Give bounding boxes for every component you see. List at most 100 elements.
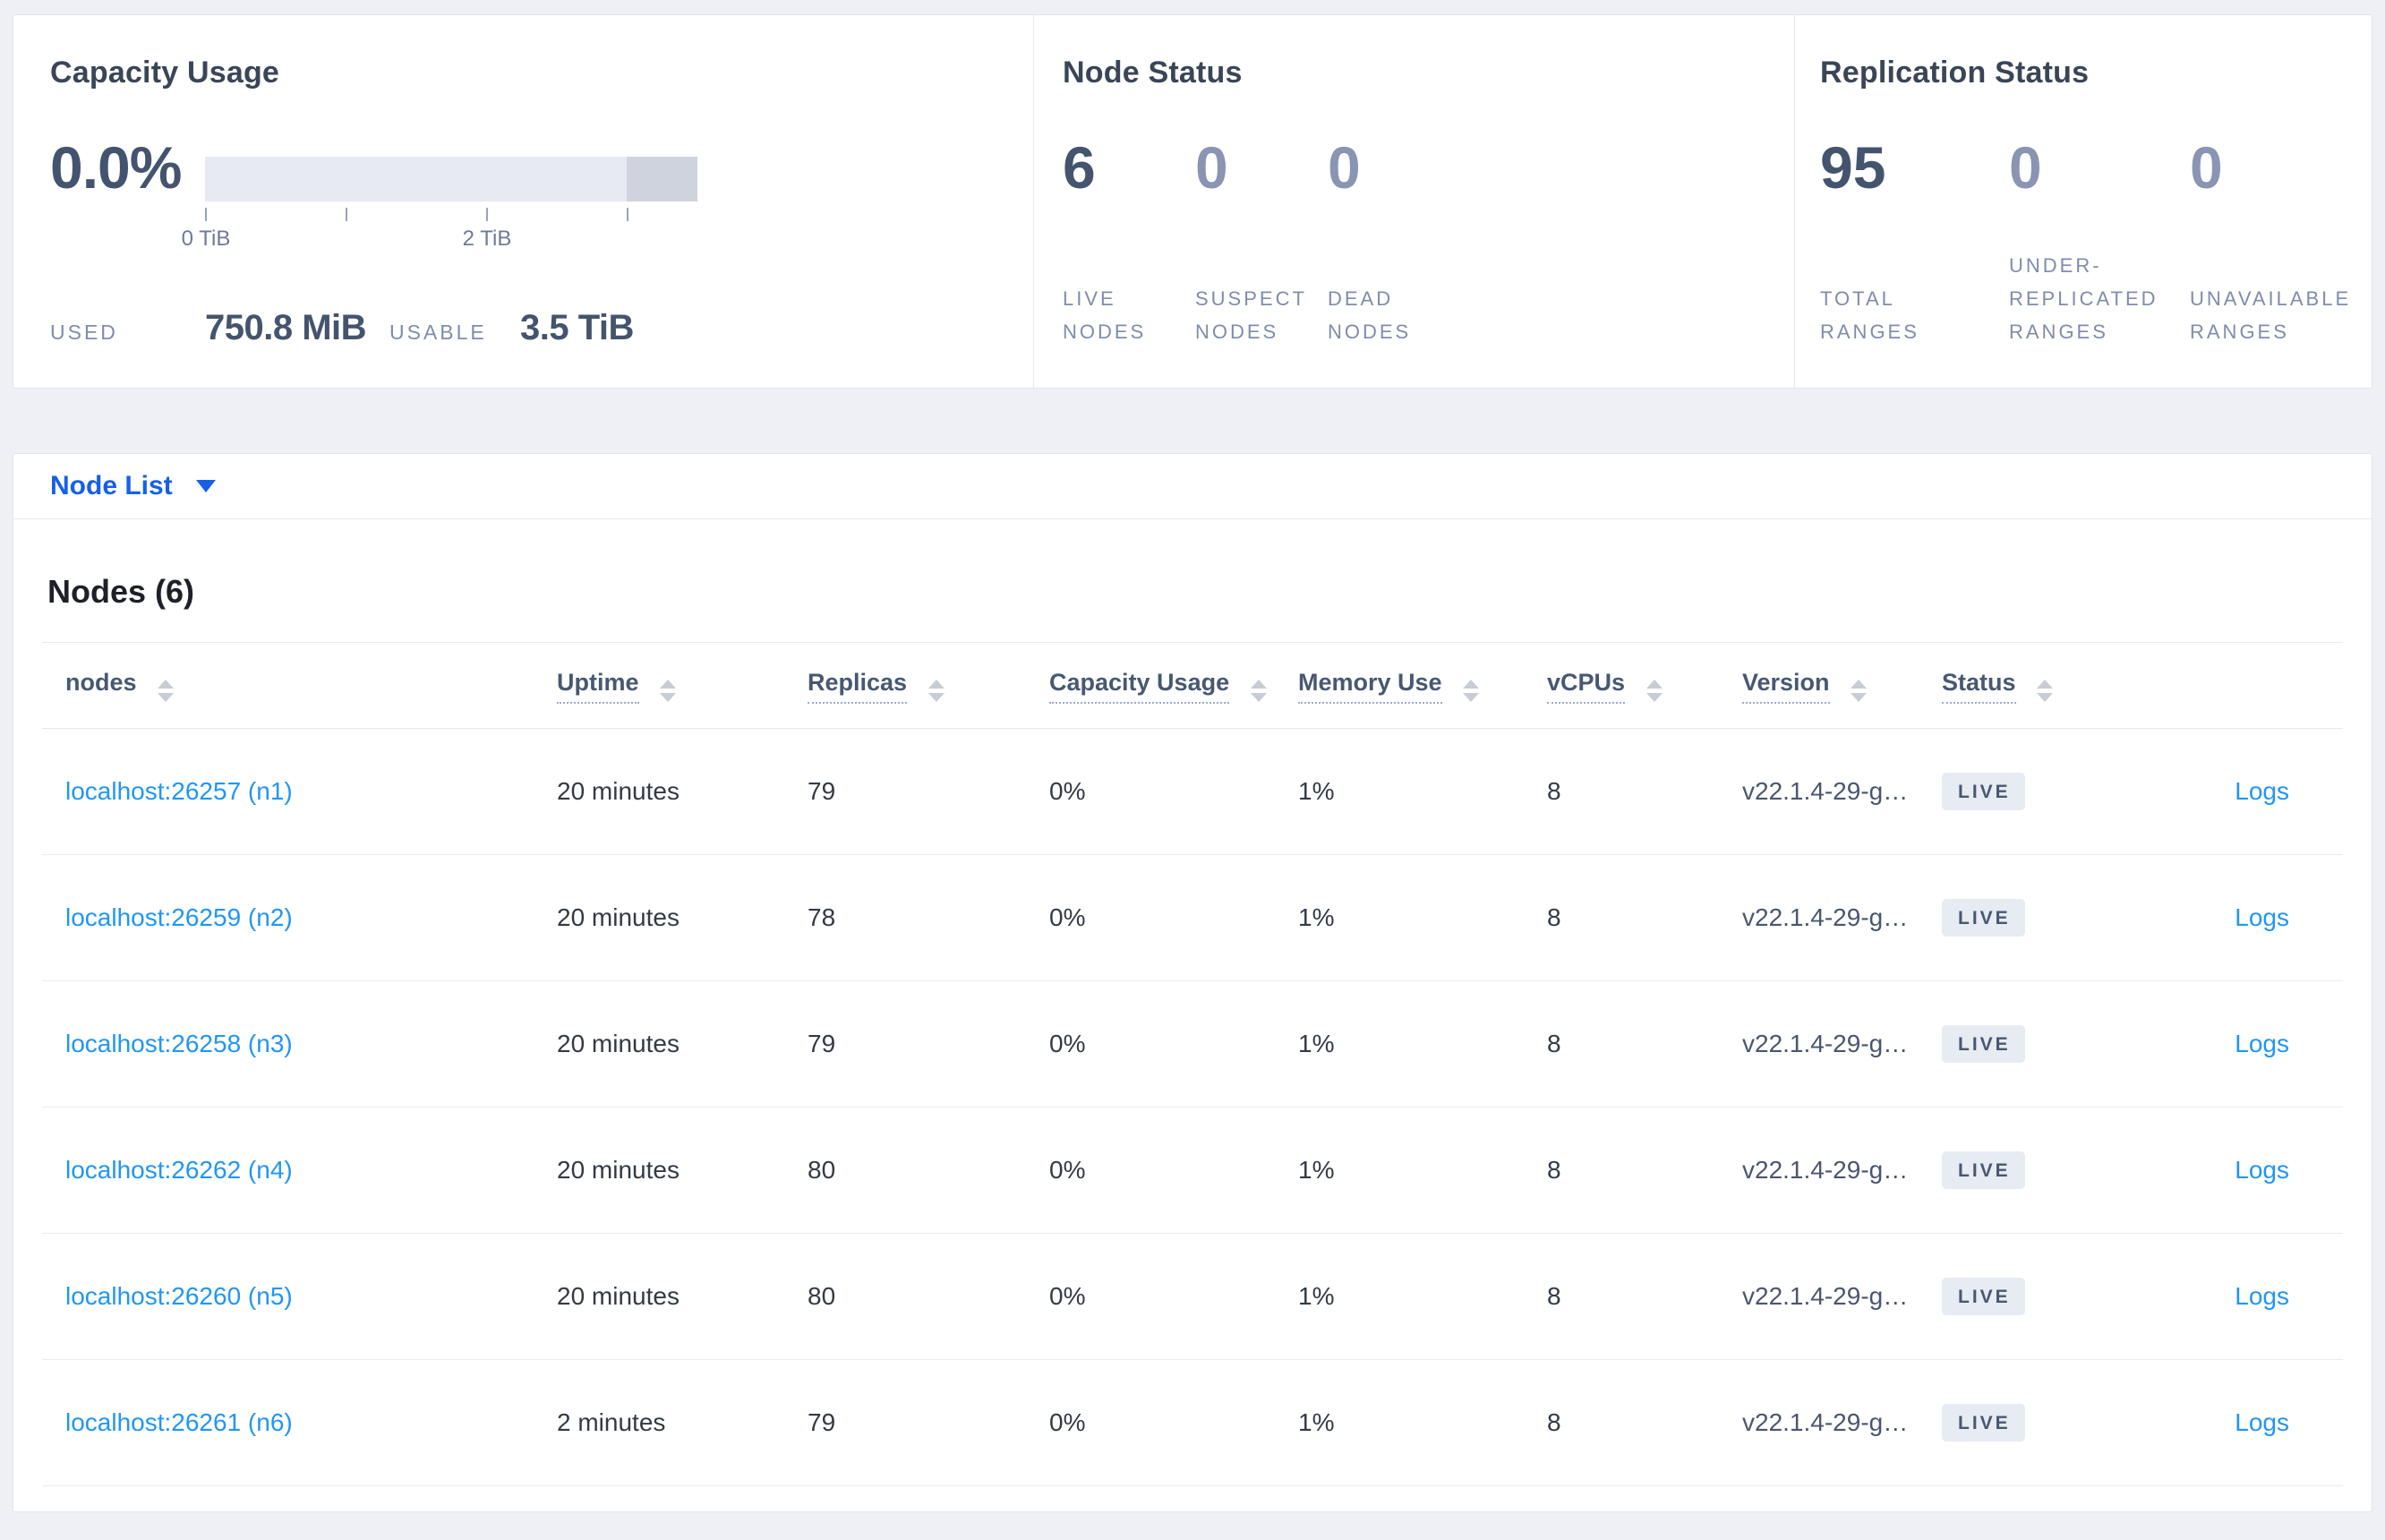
node-list-card: Node List Nodes (6) nodes Uptime: [13, 453, 2372, 1512]
column-header-uptime[interactable]: Uptime: [557, 642, 808, 729]
logs-link[interactable]: Logs: [2235, 1030, 2289, 1057]
column-header-version[interactable]: Version: [1742, 642, 1942, 729]
column-label: Uptime: [557, 669, 639, 704]
usable-label: USABLE: [389, 321, 487, 344]
memory-use-cell: 1%: [1298, 980, 1547, 1108]
column-header-vcpus[interactable]: vCPUs: [1547, 642, 1742, 729]
column-header-capacity-usage[interactable]: Capacity Usage: [1049, 642, 1298, 729]
node-status-values: 6 0 0: [1063, 134, 1794, 201]
replication-status-values: 95 0 0: [1820, 134, 2372, 201]
column-label: vCPUs: [1547, 669, 1626, 704]
capacity-bar-dark-segment: [627, 157, 697, 201]
node-address-cell: localhost:26257 (n1): [42, 728, 557, 855]
status-badge: LIVE: [1942, 1025, 2025, 1063]
logs-link[interactable]: Logs: [2235, 1156, 2289, 1184]
version-cell: v22.1.4-29-g…: [1742, 854, 1942, 981]
logs-link[interactable]: Logs: [2235, 1408, 2289, 1436]
sort-icon: [1463, 680, 1480, 702]
logs-cell: Logs: [2167, 1107, 2343, 1234]
suspect-nodes-label: SUSPECT NODES: [1195, 287, 1307, 343]
column-label: Version: [1742, 669, 1830, 704]
sort-icon: [1250, 680, 1267, 702]
status-badge: LIVE: [1942, 773, 2025, 810]
uptime-cell: 20 minutes: [557, 854, 808, 981]
node-address-cell: localhost:26261 (n6): [42, 1359, 557, 1486]
replication-status-labels: TOTAL RANGES UNDER- REPLICATED RANGES UN…: [1820, 249, 2372, 348]
memory-use-cell: 1%: [1298, 728, 1547, 855]
capacity-usage-cell: 0%: [1049, 1107, 1298, 1234]
axis-tick-label: 0 TiB: [181, 227, 231, 251]
view-selector-bar: Node List: [13, 454, 2372, 519]
node-link[interactable]: localhost:26259 (n2): [65, 903, 293, 931]
status-badge: LIVE: [1942, 899, 2025, 937]
axis-tick-label: 2 TiB: [462, 227, 512, 251]
column-header-memory-use[interactable]: Memory Use: [1298, 642, 1547, 729]
node-list-dropdown-label: Node List: [50, 471, 173, 500]
node-link[interactable]: localhost:26258 (n3): [65, 1030, 293, 1057]
capacity-usage-panel: Capacity Usage 0.0% 0 TiB 2 TiB USED 750…: [13, 15, 1033, 388]
sort-icon: [1646, 680, 1663, 702]
used-label: USED: [50, 321, 118, 344]
column-header-nodes[interactable]: nodes: [42, 642, 557, 729]
status-badge: LIVE: [1942, 1151, 2025, 1189]
version-cell: v22.1.4-29-g…: [1742, 728, 1942, 855]
table-row: localhost:26258 (n3) 20 minutes 79 0% 1%…: [42, 980, 2343, 1108]
version-cell: v22.1.4-29-g…: [1742, 980, 1942, 1108]
vcpus-cell: 8: [1547, 854, 1742, 981]
axis-tick: [346, 208, 347, 221]
status-cell: LIVE: [1942, 1233, 2167, 1360]
table-row: localhost:26260 (n5) 20 minutes 80 0% 1%…: [42, 1233, 2343, 1360]
status-cell: LIVE: [1942, 980, 2167, 1108]
node-address-cell: localhost:26260 (n5): [42, 1233, 557, 1360]
column-header-status[interactable]: Status: [1942, 642, 2167, 729]
table-row: localhost:26259 (n2) 20 minutes 78 0% 1%…: [42, 854, 2343, 981]
logs-link[interactable]: Logs: [2235, 1282, 2289, 1310]
node-list-dropdown[interactable]: Node List: [50, 471, 216, 501]
replicas-cell: 79: [808, 728, 1049, 855]
under-replicated-ranges-value: 0: [2009, 134, 2042, 201]
logs-cell: Logs: [2167, 854, 2343, 981]
logs-link[interactable]: Logs: [2235, 777, 2289, 805]
uptime-cell: 20 minutes: [557, 980, 808, 1108]
vcpus-cell: 8: [1547, 1359, 1742, 1486]
node-link[interactable]: localhost:26257 (n1): [65, 777, 293, 805]
memory-use-cell: 1%: [1298, 1359, 1547, 1486]
node-link[interactable]: localhost:26262 (n4): [65, 1156, 293, 1184]
node-link[interactable]: localhost:26260 (n5): [65, 1282, 293, 1310]
version-cell: v22.1.4-29-g…: [1742, 1233, 1942, 1360]
vcpus-cell: 8: [1547, 1233, 1742, 1360]
capacity-usage-summary: USED 750.8 MiB USABLE 3.5 TiB: [50, 308, 1033, 348]
unavailable-ranges-value: 0: [2190, 134, 2223, 201]
sort-icon: [660, 680, 677, 702]
capacity-usage-title: Capacity Usage: [50, 56, 280, 90]
chevron-down-icon: [195, 480, 216, 492]
version-cell: v22.1.4-29-g…: [1742, 1359, 1942, 1486]
replicas-cell: 79: [808, 1359, 1049, 1486]
live-nodes-label: LIVE NODES: [1063, 287, 1147, 343]
nodes-table: nodes Uptime Replicas Capacity Usage: [42, 642, 2343, 1486]
live-nodes-value: 6: [1063, 134, 1096, 201]
column-header-replicas[interactable]: Replicas: [808, 642, 1049, 729]
node-status-title: Node Status: [1063, 56, 1243, 90]
vcpus-cell: 8: [1547, 980, 1742, 1108]
column-label: Capacity Usage: [1049, 669, 1230, 704]
logs-link[interactable]: Logs: [2235, 903, 2289, 931]
total-ranges-label: TOTAL RANGES: [1820, 287, 1919, 343]
column-label: Replicas: [808, 669, 908, 704]
node-link[interactable]: localhost:26261 (n6): [65, 1408, 293, 1436]
table-row: localhost:26262 (n4) 20 minutes 80 0% 1%…: [42, 1107, 2343, 1234]
capacity-chart: 0.0% 0 TiB 2 TiB: [50, 136, 1033, 255]
capacity-usage-cell: 0%: [1049, 854, 1298, 981]
logs-cell: Logs: [2167, 1233, 2343, 1360]
memory-use-cell: 1%: [1298, 1107, 1547, 1234]
dead-nodes-value: 0: [1328, 134, 1361, 201]
node-status-panel: Node Status 6 0 0 LIVE NODES SUSPECT NOD…: [1033, 15, 1794, 388]
memory-use-cell: 1%: [1298, 854, 1547, 981]
status-cell: LIVE: [1942, 854, 2167, 981]
replication-status-panel: Replication Status 95 0 0 TOTAL RANGES U…: [1794, 15, 2372, 388]
vcpus-cell: 8: [1547, 728, 1742, 855]
capacity-bar: [205, 157, 697, 201]
suspect-nodes-value: 0: [1195, 134, 1228, 201]
under-replicated-ranges-label: UNDER- REPLICATED RANGES: [2009, 254, 2158, 343]
unavailable-ranges-label: UNAVAILABLE RANGES: [2190, 287, 2352, 343]
